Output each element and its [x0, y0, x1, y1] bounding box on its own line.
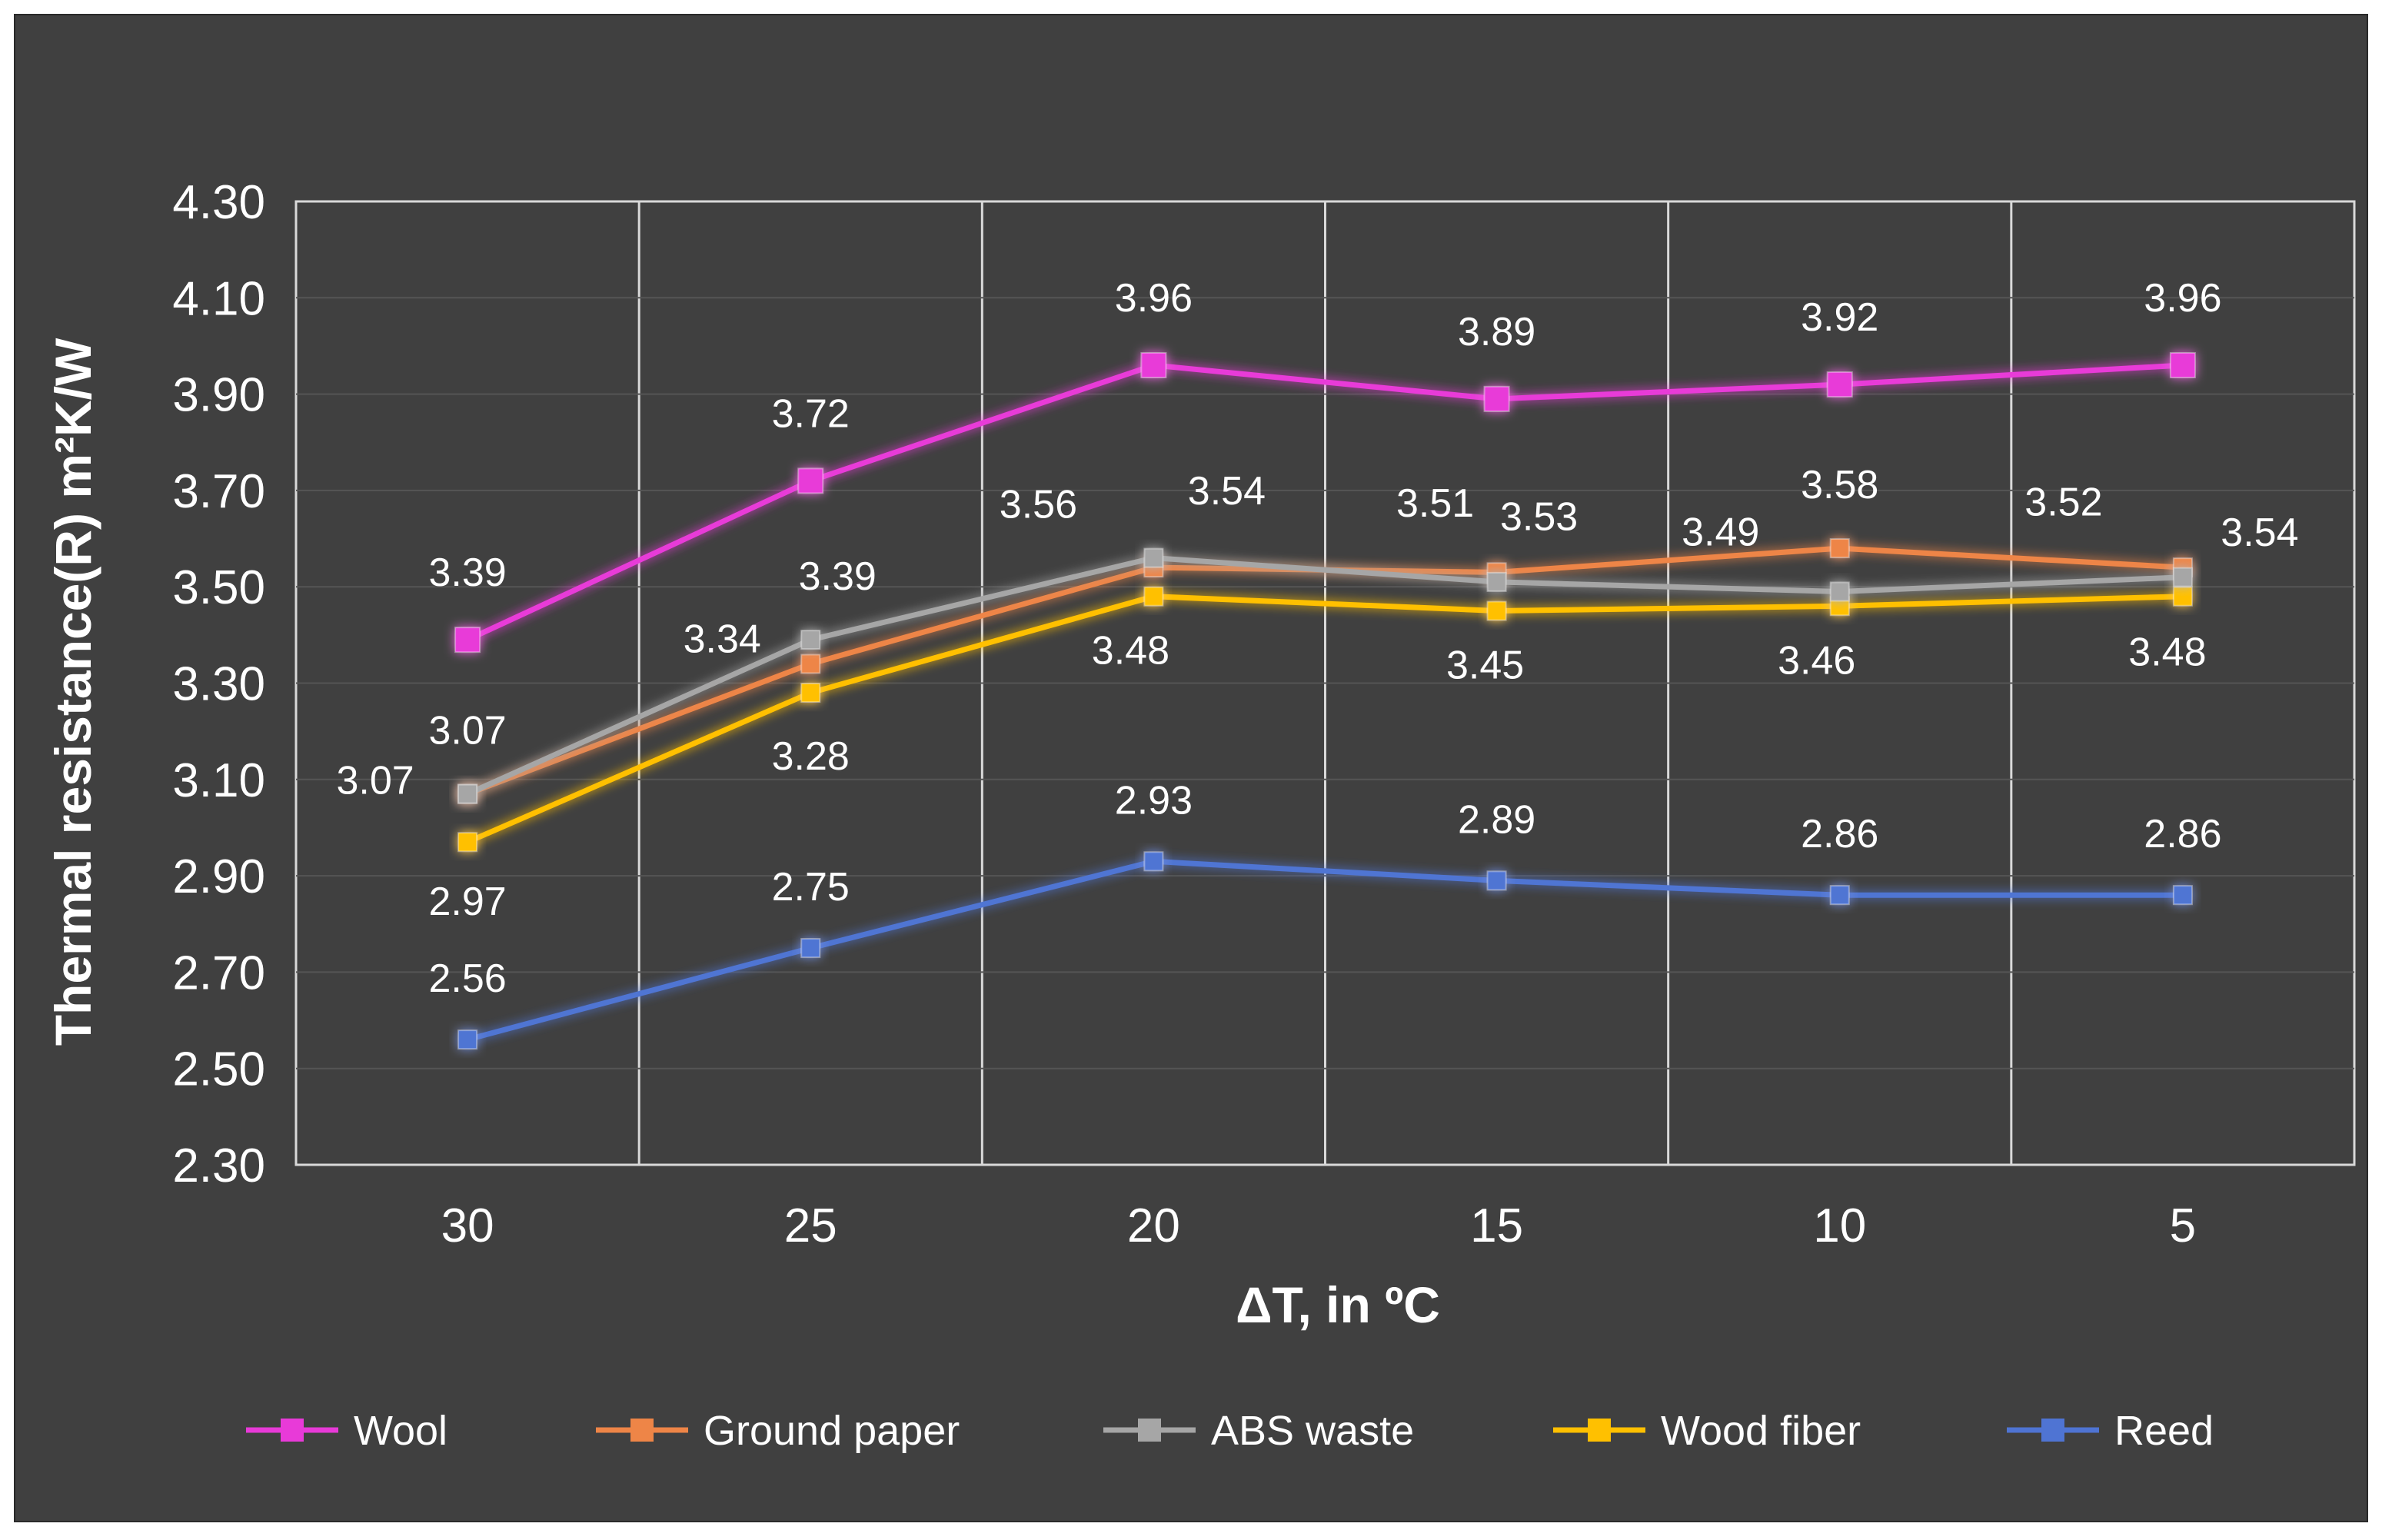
data-label: 3.07 — [336, 759, 414, 803]
y-tick-label: 3.90 — [172, 369, 265, 422]
legend-marker — [281, 1419, 304, 1442]
data-label: 2.93 — [1115, 778, 1193, 823]
data-point-wool — [797, 467, 824, 494]
data-point-reed — [1486, 870, 1507, 891]
y-tick-label: 3.50 — [172, 561, 265, 614]
data-point-abs-waste — [800, 630, 821, 650]
legend-marker — [630, 1419, 654, 1442]
y-tick-label: 3.70 — [172, 465, 265, 518]
x-tick-label: 20 — [1127, 1199, 1180, 1252]
legend-marker — [1588, 1419, 1611, 1442]
data-point-wool — [1826, 371, 1853, 398]
data-label: 3.49 — [1682, 510, 1759, 554]
data-label: 3.89 — [1458, 310, 1535, 354]
data-label: 3.96 — [1115, 276, 1193, 321]
y-axis-title: Thermal resistance(R) m²K/W — [45, 338, 101, 1046]
data-label: 3.53 — [1500, 494, 1578, 539]
x-axis-title: ΔT, in ºC — [1236, 1276, 1440, 1333]
data-label: 3.39 — [799, 554, 877, 599]
data-label: 2.75 — [772, 865, 850, 910]
data-label: 3.45 — [1446, 644, 1524, 688]
legend-label: Wool — [354, 1408, 447, 1454]
legend-label: Ground paper — [704, 1408, 960, 1454]
data-point-reed — [2172, 885, 2193, 906]
series-line-wood-fiber — [466, 594, 2183, 845]
y-tick-label: 2.50 — [172, 1043, 265, 1096]
line-chart: 2.30 2.50 2.70 2.90 3.10 3.30 3.50 3.70 3.90 4.10… — [45, 176, 2356, 1454]
data-point-abs-waste — [1143, 547, 1164, 568]
data-point-ground-paper — [800, 654, 821, 674]
y-tick-label: 2.90 — [172, 850, 265, 903]
data-label: 3.48 — [2128, 630, 2206, 675]
legend-label: ABS waste — [1211, 1408, 1414, 1454]
data-point-wood-fiber — [2172, 586, 2193, 607]
y-tick-label: 2.70 — [172, 946, 265, 1000]
data-label: 3.58 — [1801, 463, 1878, 507]
legend-label: Wood fiber — [1661, 1408, 1861, 1454]
data-point-wool — [1483, 385, 1510, 412]
data-point-wool — [2169, 352, 2196, 379]
data-point-wool — [454, 627, 481, 654]
x-tick-label: 25 — [784, 1199, 837, 1252]
data-label: 3.34 — [684, 617, 761, 661]
data-label: 2.97 — [428, 880, 506, 924]
data-point-abs-waste — [1829, 581, 1850, 602]
data-label: 3.51 — [1396, 481, 1474, 526]
data-point-wood-fiber — [1486, 600, 1507, 621]
data-label: 3.96 — [2144, 276, 2221, 321]
series-line-reed — [467, 858, 2183, 1043]
x-tick-label: 10 — [1813, 1199, 1866, 1252]
y-tick-label: 3.30 — [172, 658, 265, 711]
data-label: 3.48 — [1092, 629, 1169, 674]
data-label: 3.56 — [1000, 483, 1077, 527]
x-tick-label: 5 — [2170, 1199, 2196, 1252]
data-point-abs-waste — [457, 783, 478, 804]
data-point-reed — [1829, 885, 1850, 906]
data-point-wood-fiber — [800, 683, 821, 703]
data-point-ground-paper — [1829, 538, 1850, 559]
y-tick-label: 3.10 — [172, 754, 265, 807]
chart-frame: 2.30 2.50 2.70 2.90 3.10 3.30 3.50 3.70 3.90 4.10… — [14, 14, 2368, 1522]
data-label: 2.86 — [1801, 812, 1878, 856]
legend-marker — [2041, 1419, 2064, 1442]
series-line-abs-waste — [466, 555, 2184, 797]
data-point-reed — [800, 938, 821, 959]
data-label: 3.92 — [1801, 295, 1878, 340]
data-label: 3.72 — [772, 391, 850, 436]
data-label: 2.89 — [1458, 797, 1535, 842]
data-point-reed — [1143, 851, 1164, 872]
x-tick-label: 30 — [441, 1199, 494, 1252]
data-label: 3.54 — [2221, 511, 2298, 555]
data-label: 3.54 — [1188, 469, 1266, 514]
data-point-wood-fiber — [457, 832, 478, 853]
y-tick-label: 2.30 — [172, 1139, 265, 1192]
data-label: 3.46 — [1778, 638, 1855, 683]
legend-label: Reed — [2114, 1408, 2214, 1454]
y-tick-label: 4.30 — [172, 176, 265, 229]
x-tick-label: 15 — [1470, 1199, 1523, 1252]
data-label: 2.56 — [428, 956, 506, 1001]
data-label: 3.52 — [2024, 481, 2102, 525]
data-point-abs-waste — [1486, 571, 1507, 592]
legend-marker — [1138, 1419, 1161, 1442]
data-point-wood-fiber — [1143, 586, 1164, 607]
data-label: 3.39 — [428, 550, 506, 595]
y-tick-label: 4.10 — [172, 272, 265, 325]
data-point-reed — [457, 1029, 478, 1050]
data-label: 3.07 — [428, 709, 506, 753]
data-label: 2.86 — [2144, 812, 2221, 856]
series-line-wool — [466, 362, 2184, 643]
data-label: 3.28 — [772, 734, 850, 779]
data-point-abs-waste — [2172, 567, 2193, 587]
data-point-wool — [1140, 352, 1167, 379]
